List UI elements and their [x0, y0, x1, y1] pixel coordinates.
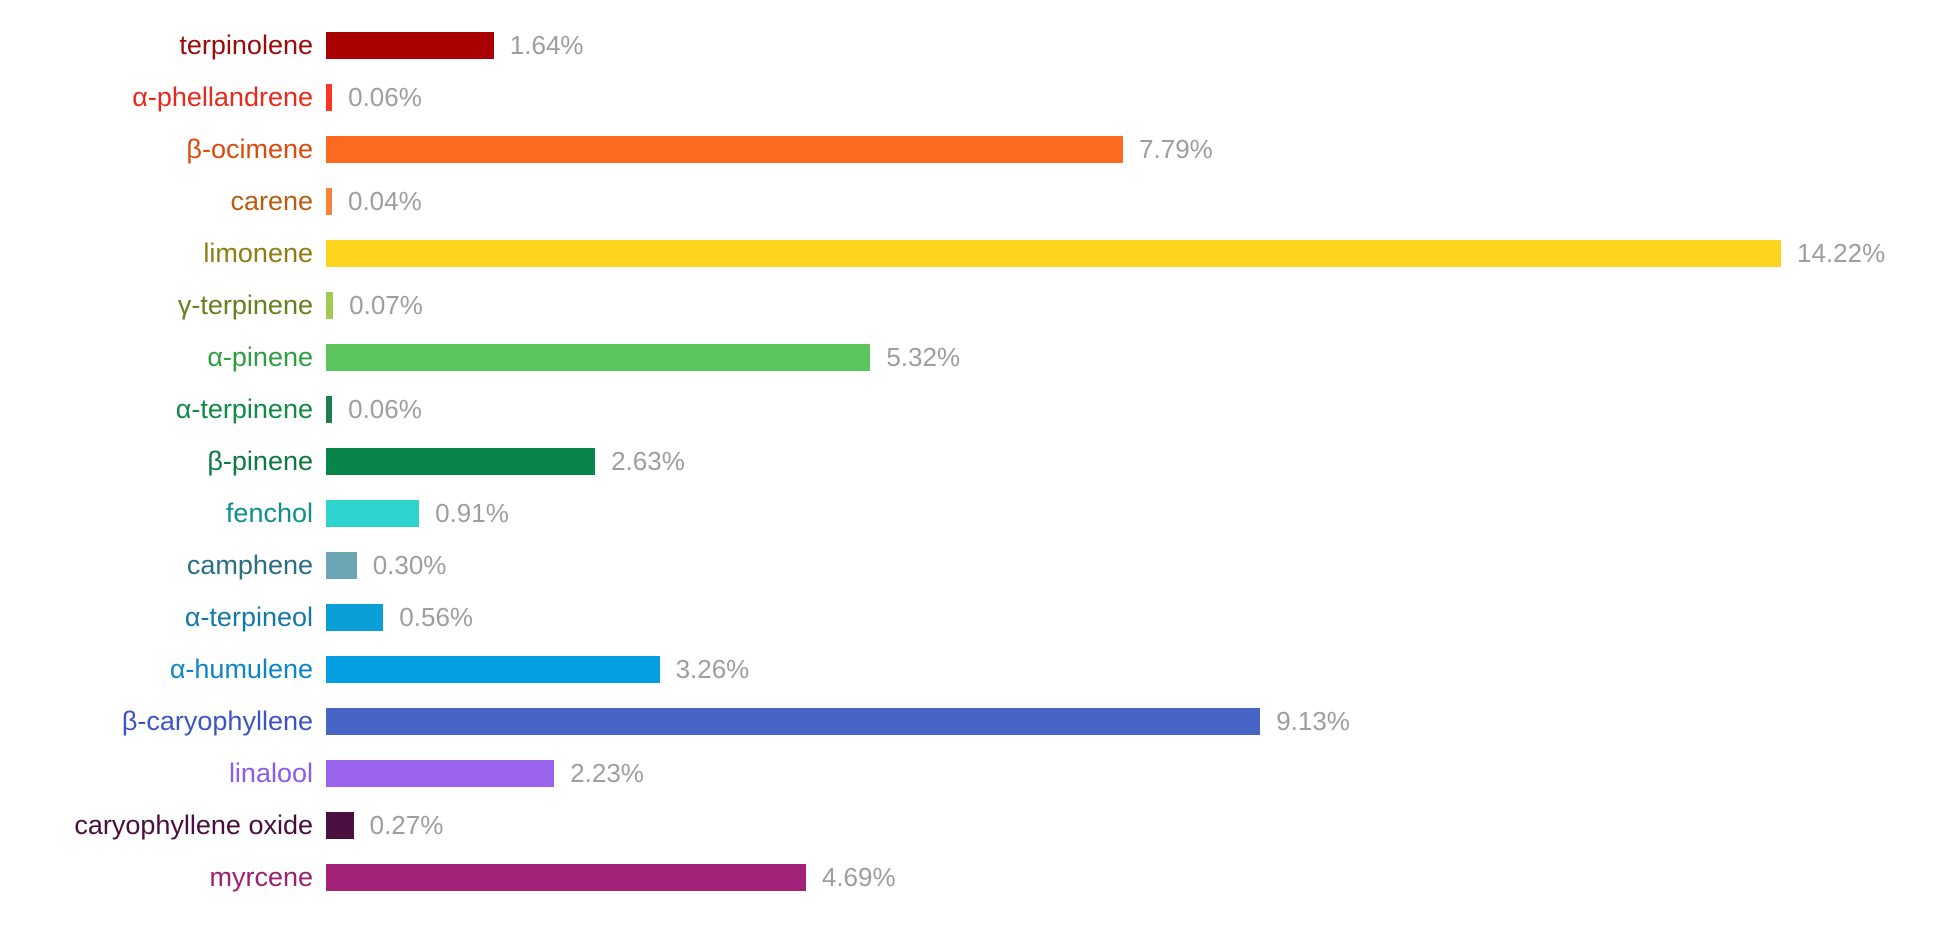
terpene-value: 7.79%	[1139, 134, 1213, 164]
bar-area: 0.06%	[326, 394, 1958, 424]
chart-row: α-pinene 5.32%	[0, 331, 1958, 383]
chart-row: α-terpineol 0.56%	[0, 591, 1958, 643]
chart-row: β-caryophyllene 9.13%	[0, 695, 1958, 747]
bar-area: 0.30%	[326, 550, 1958, 580]
terpene-label: β-caryophyllene	[121, 705, 313, 736]
terpene-bar[interactable]	[326, 447, 596, 475]
chart-row: limonene 14.22%	[0, 227, 1958, 279]
terpene-value: 0.04%	[348, 186, 422, 216]
terpene-bar[interactable]	[326, 655, 660, 683]
terpene-bar[interactable]	[326, 499, 420, 527]
chart-row: terpinolene 1.64%	[0, 19, 1958, 71]
terpene-label: fenchol	[225, 497, 313, 528]
terpene-label: linalool	[228, 757, 313, 788]
terpene-label: limonene	[203, 237, 313, 268]
terpene-label: carene	[230, 185, 313, 216]
terpene-bar[interactable]	[326, 135, 1124, 163]
bar-area: 0.91%	[326, 498, 1958, 528]
chart-row: β-ocimene 7.79%	[0, 123, 1958, 175]
terpene-bar[interactable]	[326, 343, 871, 371]
terpene-value: 0.91%	[435, 498, 509, 528]
chart-row: α-terpinene 0.06%	[0, 383, 1958, 435]
terpene-label: β-pinene	[207, 445, 313, 476]
chart-row: caryophyllene oxide 0.27%	[0, 799, 1958, 851]
terpene-value: 5.32%	[886, 342, 961, 372]
terpene-bar[interactable]	[326, 551, 357, 579]
terpene-bar[interactable]	[326, 395, 333, 423]
terpene-value: 2.23%	[570, 758, 644, 788]
chart-row: γ-terpinene 0.07%	[0, 279, 1958, 331]
bar-area: 9.13%	[326, 706, 1958, 736]
chart-row: carene 0.04%	[0, 175, 1958, 227]
terpene-value: 14.22%	[1797, 238, 1886, 268]
terpene-bar[interactable]	[326, 759, 555, 787]
bar-area: 7.79%	[326, 134, 1958, 164]
terpene-bar[interactable]	[326, 707, 1261, 735]
bar-area: 1.64%	[326, 30, 1958, 60]
terpene-bar[interactable]	[326, 291, 334, 319]
terpene-value: 9.13%	[1276, 706, 1350, 736]
chart-row: α-humulene 3.26%	[0, 643, 1958, 695]
terpene-bar[interactable]	[326, 83, 333, 111]
terpene-label: caryophyllene oxide	[74, 809, 313, 840]
terpene-bar[interactable]	[326, 863, 806, 891]
bar-area: 0.27%	[326, 810, 1958, 840]
bar-area: 0.56%	[326, 602, 1958, 632]
terpene-bar[interactable]	[326, 239, 1781, 267]
bar-area: 0.07%	[326, 290, 1958, 320]
terpene-bar[interactable]	[326, 603, 384, 631]
terpene-label: myrcene	[209, 861, 313, 892]
terpene-label: α-humulene	[169, 653, 313, 684]
chart-row: myrcene 4.69%	[0, 851, 1958, 903]
terpene-label: camphene	[186, 549, 313, 580]
terpene-bar[interactable]	[326, 31, 494, 59]
bar-area: 0.06%	[326, 82, 1958, 112]
bar-area: 4.69%	[326, 862, 1958, 892]
bar-area: 0.04%	[326, 186, 1958, 216]
bar-area: 5.32%	[326, 342, 1958, 372]
terpene-label: β-ocimene	[186, 133, 313, 164]
terpene-value: 0.56%	[399, 602, 474, 632]
terpene-value: 0.06%	[348, 394, 422, 424]
terpene-value: 0.30%	[372, 550, 447, 580]
terpene-label: α-phellandrene	[132, 81, 313, 112]
terpene-bar[interactable]	[326, 187, 332, 215]
terpene-label: α-terpineol	[184, 601, 313, 632]
bar-area: 14.22%	[326, 238, 1958, 268]
terpene-label: α-terpinene	[175, 393, 313, 424]
chart-row: β-pinene 2.63%	[0, 435, 1958, 487]
terpene-label: α-pinene	[207, 341, 313, 372]
terpene-label: γ-terpinene	[177, 289, 313, 320]
terpene-value: 3.26%	[675, 654, 750, 684]
terpene-value: 0.27%	[369, 810, 444, 840]
chart-row: α-phellandrene 0.06%	[0, 71, 1958, 123]
terpene-label: terpinolene	[179, 29, 313, 60]
terpene-value: 2.63%	[611, 446, 685, 476]
terpene-value: 0.06%	[348, 82, 422, 112]
chart-row: linalool 2.23%	[0, 747, 1958, 799]
bar-area: 2.23%	[326, 758, 1958, 788]
terpene-value: 0.07%	[349, 290, 423, 320]
bar-area: 3.26%	[326, 654, 1958, 684]
bar-chart: terpinolene 1.64% α-phellandrene 0.06% β…	[0, 19, 1958, 903]
bar-area: 2.63%	[326, 446, 1958, 476]
terpene-value: 1.64%	[509, 30, 584, 60]
terpene-value: 4.69%	[821, 862, 896, 892]
chart-row: camphene 0.30%	[0, 539, 1958, 591]
chart-row: fenchol 0.91%	[0, 487, 1958, 539]
terpene-bar[interactable]	[326, 811, 354, 839]
